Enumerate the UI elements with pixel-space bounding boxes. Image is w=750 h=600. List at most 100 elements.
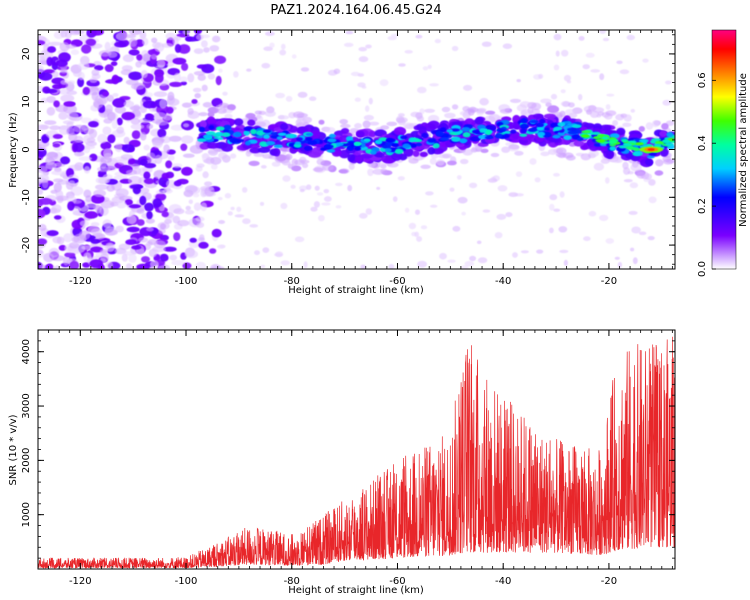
heatmap-cell xyxy=(115,32,130,41)
heatmap-cell xyxy=(59,68,68,74)
heatmap-cell xyxy=(408,158,419,164)
heatmap-cell xyxy=(636,171,646,179)
heatmap-cell xyxy=(388,263,395,269)
colorbar-ticks: 0.0 0.2 0.4 0.6 xyxy=(697,72,716,277)
heatmap-cell xyxy=(477,257,488,264)
heatmap-cell xyxy=(323,189,330,194)
heatmap-cell xyxy=(639,139,649,143)
heatmap-cell xyxy=(106,184,115,192)
heatmap-cell xyxy=(146,152,156,160)
heatmap-cell xyxy=(387,162,399,168)
heatmap-cell xyxy=(291,158,298,167)
heatmap-cell xyxy=(83,145,91,154)
heatmap-cell xyxy=(553,126,563,131)
x-tick-label: -40 xyxy=(495,276,511,287)
heatmap-cell xyxy=(276,136,283,141)
heatmap-cell xyxy=(136,54,143,61)
spectrogram-x-label: Height of straight line (km) xyxy=(288,285,424,296)
heatmap-cell xyxy=(368,121,380,126)
heatmap-cell xyxy=(179,76,188,83)
heatmap-cell xyxy=(183,123,190,128)
heatmap-cell xyxy=(95,177,108,184)
heatmap-cell xyxy=(482,209,491,213)
heatmap-cell xyxy=(572,107,583,114)
heatmap-cell xyxy=(456,175,462,180)
heatmap-cell xyxy=(429,83,439,87)
heatmap-cell xyxy=(354,146,362,151)
heatmap-cell xyxy=(153,240,166,249)
heatmap-cell xyxy=(46,230,59,237)
heatmap-cell xyxy=(365,44,372,49)
heatmap-cell xyxy=(153,91,168,98)
spectrogram-y-ticks: -20 -10 0 10 20 xyxy=(21,34,675,265)
heatmap-cell xyxy=(260,264,266,268)
heatmap-cell xyxy=(166,106,174,114)
heatmap-cell xyxy=(116,126,125,134)
heatmap-cell xyxy=(209,248,217,254)
heatmap-cell xyxy=(421,132,429,139)
heatmap-cell xyxy=(419,151,428,158)
heatmap-cell xyxy=(197,138,207,143)
heatmap-cell xyxy=(90,246,103,253)
heatmap-cell xyxy=(291,54,297,59)
heatmap-cell xyxy=(602,136,609,140)
heatmap-cell xyxy=(159,99,167,109)
colorbar-tick-label: 0.0 xyxy=(697,261,708,277)
heatmap-cell xyxy=(38,165,48,174)
heatmap-cell xyxy=(502,43,513,49)
heatmap-cell xyxy=(549,203,555,211)
heatmap-cell xyxy=(68,242,80,249)
heatmap-cell xyxy=(79,220,89,227)
heatmap-cell xyxy=(221,132,231,137)
heatmap-cell xyxy=(263,46,273,51)
heatmap-cell xyxy=(157,128,167,138)
heatmap-cell xyxy=(196,222,205,228)
heatmap-cell xyxy=(214,55,227,64)
heatmap-cell xyxy=(193,48,204,54)
heatmap-cell xyxy=(512,252,518,258)
heatmap-cell xyxy=(324,126,336,133)
heatmap-cell xyxy=(246,68,252,72)
heatmap-cell xyxy=(609,133,620,139)
heatmap-cell xyxy=(60,156,71,165)
heatmap-cell xyxy=(318,215,325,222)
heatmap-cell xyxy=(253,152,265,157)
heatmap-cell xyxy=(195,261,206,269)
heatmap-cell xyxy=(496,128,506,132)
x-tick-label: -40 xyxy=(495,576,511,587)
heatmap-cell xyxy=(420,164,431,169)
heatmap-cell xyxy=(229,153,237,159)
colorbar-tick-label: 0.4 xyxy=(697,135,708,151)
heatmap-cell xyxy=(420,225,428,230)
heatmap-cell xyxy=(249,224,259,228)
heatmap-cell xyxy=(64,252,76,258)
heatmap-cell xyxy=(665,80,672,85)
heatmap-cell xyxy=(553,64,560,71)
heatmap-cell xyxy=(167,155,175,161)
heatmap-cell xyxy=(140,158,148,166)
heatmap-cell xyxy=(83,134,92,144)
heatmap-cell xyxy=(581,130,591,134)
heatmap-cell xyxy=(77,71,85,81)
heatmap-cell xyxy=(273,144,283,149)
heatmap-cell xyxy=(588,210,597,217)
heatmap-cell xyxy=(430,204,438,208)
snr-x-ticks: -120 -100 -80 -60 -40 -20 xyxy=(37,330,673,587)
heatmap-cell xyxy=(88,121,99,128)
heatmap-cell xyxy=(593,162,605,171)
heatmap-cell xyxy=(362,120,371,129)
heatmap-cell xyxy=(616,127,626,136)
heatmap-cell xyxy=(451,136,461,142)
heatmap-cell xyxy=(227,211,233,216)
heatmap-cell xyxy=(324,196,332,202)
heatmap-cell xyxy=(123,100,135,108)
heatmap-cell xyxy=(199,142,210,150)
heatmap-cell xyxy=(442,107,451,112)
heatmap-cell xyxy=(354,97,361,102)
heatmap-cell xyxy=(198,126,205,133)
heatmap-cell xyxy=(97,166,111,172)
heatmap-cell xyxy=(559,110,566,118)
heatmap-cell xyxy=(254,250,260,256)
heatmap-cell xyxy=(408,222,417,230)
heatmap-cell xyxy=(398,63,406,67)
